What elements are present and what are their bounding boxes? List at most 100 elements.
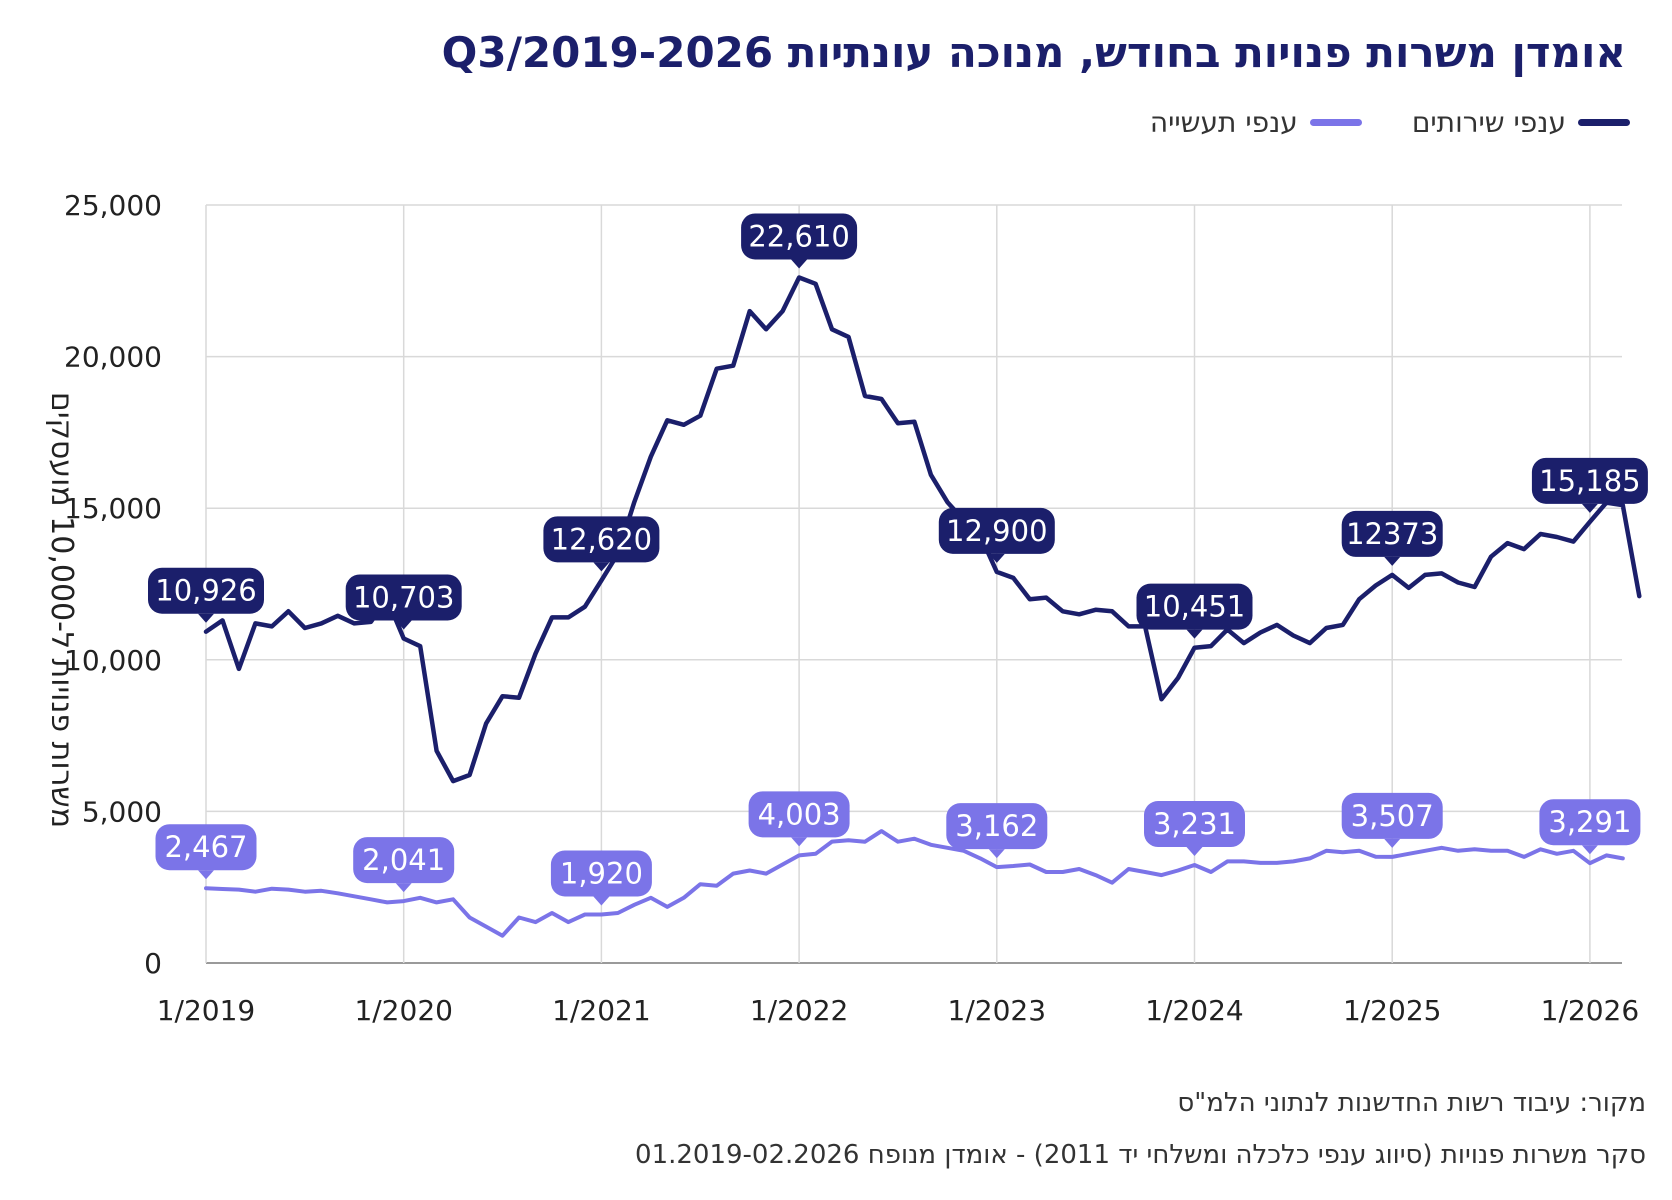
data-point-industry bbox=[1522, 855, 1526, 859]
callout-box bbox=[1531, 457, 1648, 504]
data-point-services bbox=[1160, 697, 1164, 701]
data-point-services bbox=[731, 364, 735, 368]
data-point-industry bbox=[764, 872, 768, 876]
data-point-services bbox=[534, 652, 537, 656]
data-point-industry bbox=[1621, 856, 1625, 860]
callout-box bbox=[1136, 583, 1253, 630]
data-label: 3,162 bbox=[955, 809, 1038, 843]
legend-label-services: ענפי שירותים bbox=[1411, 106, 1566, 139]
data-point-services bbox=[1390, 573, 1394, 577]
data-point-industry bbox=[830, 840, 834, 844]
callout-pointer bbox=[791, 837, 808, 847]
data-point-industry bbox=[665, 905, 669, 909]
data-point-services bbox=[352, 621, 356, 625]
callout-pointer bbox=[198, 870, 214, 880]
data-point-industry bbox=[369, 897, 373, 901]
data-point-industry bbox=[253, 890, 257, 894]
data-point-services bbox=[1011, 576, 1015, 580]
legend-swatch-services bbox=[1578, 119, 1630, 126]
data-point-industry bbox=[814, 852, 818, 856]
data-point-industry bbox=[1110, 881, 1114, 885]
data-point-services bbox=[583, 605, 587, 609]
data-point-industry bbox=[682, 896, 686, 900]
data-point-industry bbox=[550, 911, 554, 915]
data-point-services bbox=[1571, 540, 1575, 544]
data-point-industry bbox=[797, 853, 801, 857]
callout-box bbox=[155, 824, 257, 871]
x-tick-label: 1/2022 bbox=[750, 994, 849, 1027]
data-point-industry bbox=[1258, 861, 1262, 865]
data-point-industry bbox=[649, 896, 653, 900]
data-point-services bbox=[1127, 624, 1131, 628]
data-point-industry bbox=[945, 846, 949, 850]
data-label: 3,291 bbox=[1548, 805, 1631, 839]
survey-note: סקר משרות פנויות (סיווג ענפי כלכלה ומשלח… bbox=[635, 1140, 1646, 1170]
data-point-industry bbox=[1489, 849, 1493, 853]
data-point-services bbox=[715, 367, 719, 371]
data-point-services bbox=[451, 779, 455, 783]
callout-pointer bbox=[1186, 847, 1203, 857]
source-note: מקור: עיבוד רשות החדשנות לנתוני הלמ"ס bbox=[1177, 1088, 1646, 1118]
data-point-industry bbox=[1094, 873, 1098, 877]
data-label: 10,451 bbox=[1144, 590, 1245, 624]
x-tick-label: 1/2020 bbox=[354, 994, 453, 1027]
data-point-services bbox=[204, 630, 208, 634]
data-label: 2,467 bbox=[164, 830, 247, 864]
data-point-industry bbox=[534, 920, 537, 924]
data-point-services bbox=[1489, 555, 1493, 559]
callout-pointer bbox=[593, 562, 610, 572]
legend-swatch-industry bbox=[1309, 119, 1362, 126]
data-point-industry bbox=[632, 903, 636, 907]
data-label: 22,610 bbox=[748, 219, 849, 253]
data-point-industry bbox=[1407, 852, 1411, 856]
data-point-services bbox=[550, 615, 554, 619]
data-point-industry bbox=[385, 900, 389, 904]
data-point-industry bbox=[781, 862, 785, 866]
data-label: 10,926 bbox=[155, 574, 256, 608]
data-point-services bbox=[468, 773, 472, 777]
data-point-services bbox=[896, 421, 900, 425]
data-point-industry bbox=[1242, 859, 1246, 863]
y-tick-label: 5,000 bbox=[82, 795, 162, 828]
data-point-services bbox=[237, 667, 241, 671]
data-label: 12373 bbox=[1346, 517, 1438, 551]
y-axis-label: משרות פנויות ל-10,000 מועסקים bbox=[44, 392, 79, 828]
callout-pointer bbox=[1384, 556, 1401, 566]
callout-box bbox=[353, 837, 455, 884]
data-point-services bbox=[1637, 594, 1641, 598]
callout-box bbox=[345, 574, 462, 621]
data-label: 12,900 bbox=[946, 514, 1047, 548]
data-point-industry bbox=[1011, 864, 1015, 868]
data-label: 3,231 bbox=[1153, 807, 1236, 841]
callout-box bbox=[148, 567, 264, 614]
data-point-services bbox=[253, 621, 257, 625]
callout-box bbox=[1539, 799, 1641, 846]
data-point-services bbox=[1193, 646, 1196, 650]
x-tick-label: 1/2021 bbox=[552, 994, 651, 1027]
data-point-industry bbox=[1193, 863, 1196, 867]
chart-title: אומדן משרות פנויות בחודש, מנוכה עונתיות … bbox=[441, 28, 1626, 77]
data-point-industry bbox=[962, 849, 966, 853]
data-point-services bbox=[599, 578, 603, 582]
data-point-services bbox=[649, 455, 653, 459]
data-point-services bbox=[1538, 532, 1542, 536]
data-point-industry bbox=[896, 840, 900, 844]
data-point-services bbox=[418, 644, 422, 648]
data-point-industry bbox=[1555, 852, 1559, 856]
data-point-industry bbox=[1160, 873, 1164, 877]
data-point-industry bbox=[1571, 849, 1575, 853]
callout-box bbox=[748, 791, 850, 838]
data-point-services bbox=[764, 327, 768, 331]
data-point-industry bbox=[583, 912, 587, 916]
data-point-industry bbox=[286, 888, 290, 892]
data-point-industry bbox=[484, 925, 488, 929]
data-point-services bbox=[402, 636, 406, 640]
data-point-industry bbox=[303, 890, 307, 894]
y-tick-label: 25,000 bbox=[64, 189, 162, 222]
data-point-industry bbox=[616, 911, 620, 915]
data-point-services bbox=[369, 620, 373, 624]
data-point-services bbox=[1028, 597, 1032, 601]
data-point-industry bbox=[1440, 846, 1444, 850]
data-point-industry bbox=[1506, 849, 1510, 853]
data-point-industry bbox=[698, 882, 702, 886]
